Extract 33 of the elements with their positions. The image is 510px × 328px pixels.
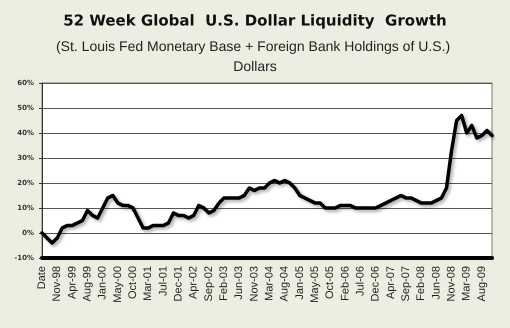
x-tick-label: May-05 [309,266,322,303]
x-tick-label: Feb-06 [339,266,352,301]
x-tick-label: Jan-05 [294,266,306,300]
x-tick-label: Nov-03 [248,266,260,302]
x-tick-label: Oct-00 [127,266,140,300]
x-tick-label: Aug-09 [476,266,488,302]
x-tick-label: Sep-07 [400,266,412,302]
x-tick-label: May-00 [112,266,124,303]
x-tick-label: Apr-02 [188,266,200,300]
x-tick-label: Oct-05 [324,266,336,300]
x-tick-label: Sep-02 [202,266,215,302]
x-tick-label: Feb-08 [415,266,428,301]
x-tick-label: Jun-03 [233,266,246,300]
x-tick-label: Aug-99 [82,266,94,302]
x-tick-label: Apr-99 [66,266,78,300]
x-tick-label: Jan-00 [96,266,109,300]
x-tick-label: Nov-98 [51,266,64,302]
x-tick-label: Jun-08 [430,266,442,300]
x-tick-label: Mar-09 [460,266,473,301]
chart-title: 52 Week Global U.S. Dollar Liquidity Growth [63,12,447,30]
x-tick-label: Aug-04 [278,266,291,302]
x-tick-label: Jul-06 [354,266,367,296]
x-tick-label: Mar-04 [264,266,276,301]
x-tick-label: Nov-08 [446,266,458,302]
x-tick-label: Date [36,266,48,290]
x-tick-label: Jul-01 [157,266,170,296]
chart-subtitle: (St. Louis Fed Monetary Base + Foreign Bank Holdings of U.S.) Dollars [56,38,454,74]
x-tick-label: Mar-01 [142,266,154,301]
x-tick-label: Dec-01 [172,266,185,302]
line-series [40,114,494,245]
x-tick-label: Feb-03 [218,266,230,301]
x-tick-label: Dec-06 [370,266,382,302]
x-tick-label: Apr-07 [384,266,397,300]
